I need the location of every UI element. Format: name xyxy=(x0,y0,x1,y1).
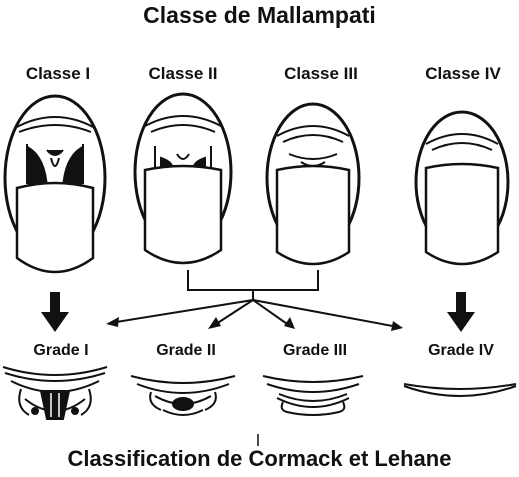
larynx-grade-1 xyxy=(2,366,108,420)
arrow-bracket-to-grade-1 xyxy=(106,299,254,327)
larynx-grade-2 xyxy=(130,375,236,416)
arrow-bracket-to-grade-4 xyxy=(252,299,403,331)
classe-4-label: Classe IV xyxy=(425,64,501,83)
bracket-classes-2-3 xyxy=(187,270,319,300)
bottom-title: Classification de Cormack et Lehane xyxy=(67,446,452,471)
arrow-bracket-to-grade-2 xyxy=(208,299,254,329)
grade-1-label: Grade I xyxy=(33,342,89,359)
grade-2-label: Grade II xyxy=(156,342,216,359)
mouth-classe-3 xyxy=(265,102,361,266)
mouth-classe-4 xyxy=(414,110,510,266)
mouth-classe-1 xyxy=(3,94,107,274)
grade-4-label: Grade IV xyxy=(428,342,494,359)
main-title: Classe de Mallampati xyxy=(143,2,376,28)
arrow-classe-4-to-grade-4 xyxy=(447,292,475,332)
classe-1-label: Classe I xyxy=(25,64,91,83)
classe-2-label: Classe II xyxy=(148,64,218,83)
arrow-bracket-to-grade-3 xyxy=(252,299,295,329)
arrow-classe-1-to-grade-1 xyxy=(41,292,69,332)
grade-3-label: Grade III xyxy=(282,342,348,359)
larynx-grade-3 xyxy=(262,375,364,416)
classe-3-label: Classe III xyxy=(284,64,358,83)
mouth-classe-2 xyxy=(133,92,233,265)
larynx-grade-4 xyxy=(403,383,517,397)
